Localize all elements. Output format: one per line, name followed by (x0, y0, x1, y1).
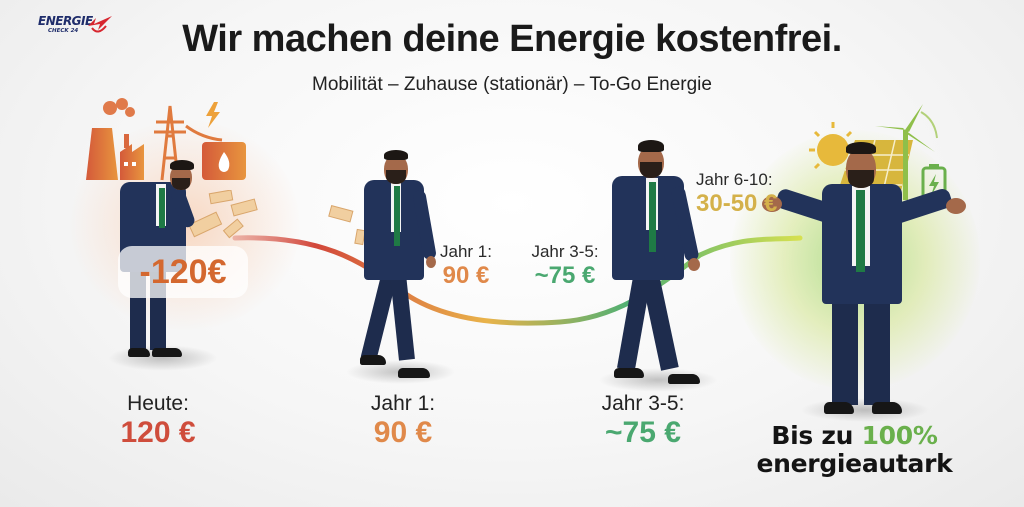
stage-today-value: 120 € (120, 416, 196, 449)
person-walking-2 (598, 140, 718, 392)
sun-icon (809, 122, 853, 170)
cost-badge: -120€ (118, 246, 248, 298)
curve-label-year3-5: Jahr 3-5: ~75 € (520, 242, 610, 290)
stage-today: Heute: 120 € (98, 392, 218, 450)
claim-suffix: energieautark (756, 449, 953, 478)
stage-year3-5: Jahr 3-5: ~75 € (578, 392, 708, 450)
claim-prefix: Bis zu (771, 421, 862, 450)
power-plant-icon (86, 98, 135, 180)
money-bills (188, 190, 366, 246)
curve-label-year3-5-value: ~75 € (534, 262, 596, 289)
logo-text: ENERGIE (38, 14, 93, 28)
stage-year3-5-label: Jahr 3-5: (601, 392, 685, 415)
fossil-energy-icons (86, 98, 246, 181)
stage-year3-5-value: ~75 € (605, 416, 681, 449)
person-confident (760, 140, 970, 422)
lightning-icon (206, 102, 220, 128)
energie-check24-logo: ENERGIE CHECK 24 (36, 14, 116, 40)
stage-year1-value: 90 € (373, 416, 433, 449)
curve-label-year1: Jahr 1: 90 € (426, 242, 506, 290)
stage-year1-label: Jahr 1: (370, 392, 436, 415)
logo-swoosh-icon (88, 16, 112, 33)
curve-label-year1-title: Jahr 1: (440, 242, 492, 261)
claim-highlight: 100% (861, 421, 938, 450)
logo-subtext: CHECK 24 (48, 28, 79, 34)
page-title: Wir machen deine Energie kostenfrei. (182, 18, 842, 60)
curve-label-year3-5-title: Jahr 3-5: (531, 242, 599, 261)
person-walking-1 (346, 150, 456, 384)
stage-year1: Jahr 1: 90 € (348, 392, 458, 450)
curve-label-year6-10-value: 30-50 € (696, 190, 778, 217)
curve-label-year6-10-title: Jahr 6-10: (696, 170, 773, 189)
stage-today-label: Heute: (127, 392, 189, 415)
factory-icon (120, 134, 144, 180)
autarky-claim: Bis zu 100% energieautark (742, 422, 967, 478)
cost-badge-value: -120€ (139, 253, 227, 291)
money-bill-icon (188, 190, 366, 246)
curve-label-year1-value: 90 € (442, 262, 490, 289)
gas-tank-icon (202, 142, 246, 180)
curve-label-year6-10: Jahr 6-10: 30-50 € (696, 170, 796, 218)
page-subtitle: Mobilität – Zuhause (stationär) – To-Go … (312, 74, 712, 95)
wind-turbine-icon (875, 104, 938, 200)
power-pylon-icon (154, 105, 223, 181)
